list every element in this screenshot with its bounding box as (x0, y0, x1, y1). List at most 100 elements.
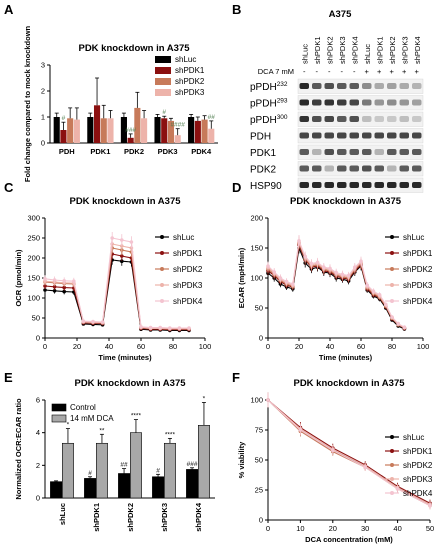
legend-marker (390, 251, 394, 255)
y-tick-label: 50 (255, 456, 263, 465)
blot-band (299, 132, 309, 139)
legend-swatch (155, 78, 171, 85)
category-label: PDK2 (124, 147, 144, 156)
bar (198, 425, 210, 499)
panel-e: 0 2 4 6 PDK knockdown in A375 Normalized OCR:… (14, 378, 215, 532)
significance-label: ### (125, 127, 136, 134)
series-line (267, 242, 405, 329)
blot-band (387, 99, 397, 106)
panel-letter: C (4, 180, 14, 195)
data-point (272, 270, 277, 274)
panel-a: 0 1 2 3 PDK knockdown in A375 Fold change com… (23, 25, 218, 182)
dca-label: DCA 7 mM (258, 67, 294, 76)
lane-label: shPDK3 (338, 36, 347, 64)
legend-label: shPDK2 (173, 265, 203, 274)
bar (154, 117, 161, 143)
legend-label: shPDK3 (173, 281, 203, 290)
bar (164, 442, 176, 499)
x-tick-label: 50 (426, 524, 434, 533)
y-tick-label: 0 (36, 334, 40, 343)
data-point (43, 284, 47, 288)
y-axis-label: Normalized OCR:ECAR ratio (14, 398, 23, 500)
blot-band (412, 132, 422, 139)
data-point (298, 428, 303, 432)
legend-marker (160, 235, 164, 239)
dca-sign: + (402, 67, 407, 76)
data-point (284, 279, 289, 284)
x-axis-label: Time (minutes) (98, 353, 152, 362)
blot-band (387, 182, 397, 188)
x-tick-label: 20 (73, 342, 81, 351)
data-point (91, 319, 95, 324)
blot-band (387, 165, 397, 172)
data-point (158, 325, 162, 330)
legend-marker (160, 251, 164, 255)
blot-strip (297, 128, 424, 144)
panel-b: A375shLuc-shPDK1-shPDK2-shPDK3-shPDK4-sh… (250, 9, 424, 193)
blot-band (399, 182, 409, 188)
blot-band (387, 116, 397, 122)
data-point (148, 325, 153, 330)
data-point (100, 320, 105, 324)
data-point (291, 282, 295, 286)
blot-band (387, 149, 397, 155)
series-line (44, 253, 189, 331)
data-point (72, 279, 76, 284)
bar (50, 481, 63, 499)
bar (194, 120, 201, 143)
bar (84, 478, 97, 499)
bar (186, 469, 198, 499)
x-tick-label: 0 (266, 524, 270, 533)
data-point (266, 264, 270, 268)
series-line (44, 243, 189, 330)
bar (188, 117, 195, 143)
blot-band (362, 182, 372, 188)
data-point (377, 293, 382, 297)
data-point (315, 260, 320, 265)
legend-swatch (155, 67, 171, 74)
blot-band (387, 132, 397, 139)
data-point (363, 465, 368, 470)
blot-band (312, 132, 322, 139)
bar (60, 130, 67, 143)
significance-label: # (62, 115, 66, 122)
data-point (346, 273, 351, 278)
data-point (331, 448, 335, 453)
x-tick-label: 100 (417, 342, 430, 351)
x-axis-label: DCA concentration (mM) (305, 535, 393, 544)
bar (141, 118, 148, 143)
blot-band (362, 116, 372, 122)
blot-band (324, 132, 334, 139)
blot-row-label: pPDH232 (250, 81, 288, 93)
bar (201, 119, 208, 143)
category-label: PDK4 (191, 147, 212, 156)
blot-band (324, 83, 334, 89)
blot-row-label: HSP90 (250, 181, 282, 192)
legend-label: shPDK1 (403, 249, 433, 258)
y-tick-label: 6 (36, 396, 40, 405)
data-point (371, 289, 376, 294)
y-tick-label: 2 (36, 461, 40, 470)
y-tick-label: 2 (41, 87, 45, 96)
blot-band (312, 165, 322, 172)
category-label: PDK3 (158, 147, 178, 156)
blot-band (324, 116, 334, 122)
data-point (328, 266, 332, 271)
legend-swatch (155, 56, 171, 63)
blot-band (312, 149, 322, 155)
blot-band (349, 165, 359, 172)
blot-band (324, 149, 334, 155)
series-line (267, 399, 431, 504)
series-line (44, 259, 189, 331)
blot-band (337, 116, 347, 122)
blot-row-label: PDK1 (250, 148, 277, 159)
bar (127, 137, 134, 143)
data-point (322, 265, 326, 270)
panel-letter: B (232, 2, 241, 17)
legend-label: shPDK4 (403, 489, 433, 498)
x-tick-label: 80 (388, 342, 396, 351)
legend-marker (390, 299, 394, 303)
legend-label: shLuc (175, 55, 196, 64)
data-point (43, 277, 47, 281)
